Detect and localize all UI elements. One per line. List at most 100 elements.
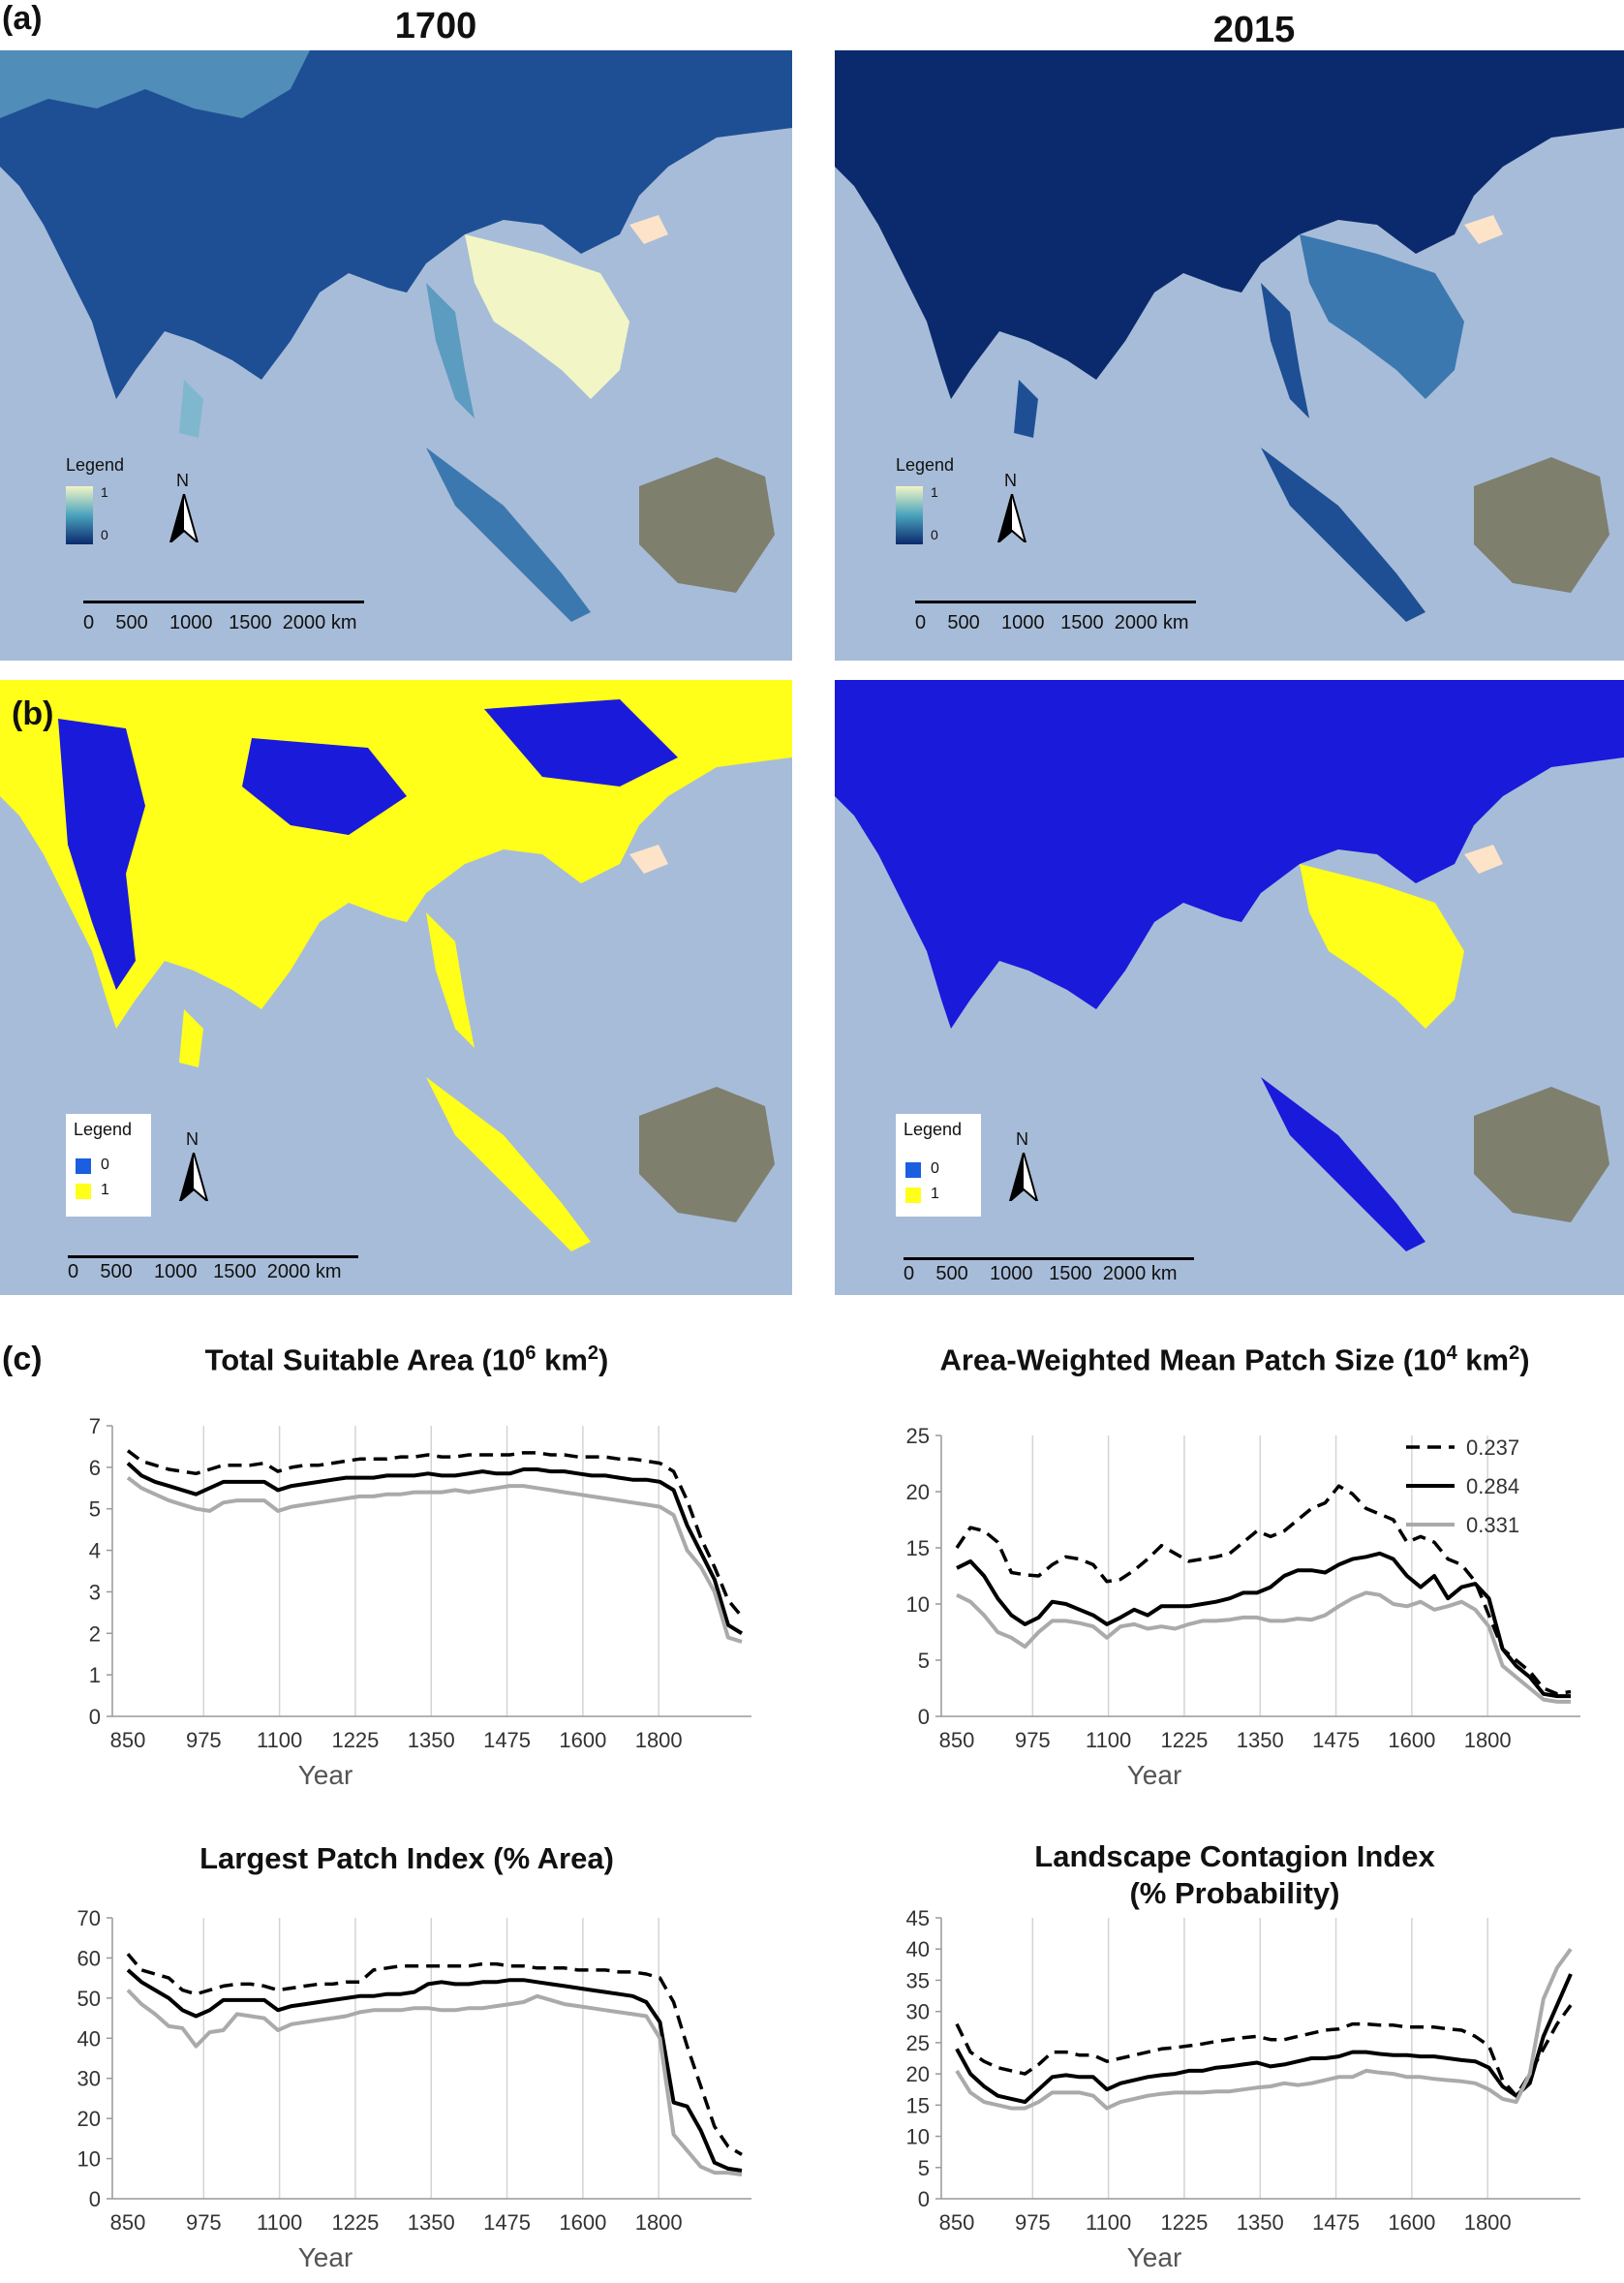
- map-a-2015: [835, 50, 1624, 661]
- north-arrow-icon: [1008, 1153, 1039, 1201]
- y-tick-label: 25: [906, 1424, 930, 1448]
- scale-labels: 0 500 1000 1500 2000 km: [68, 1261, 342, 1282]
- y-tick-label: 45: [906, 1908, 930, 1930]
- series-line-solid: [126, 1968, 743, 2173]
- legend-swatch-zero: [76, 1158, 91, 1174]
- x-tick-label: 1600: [1388, 2210, 1435, 2235]
- north-label: N: [186, 1129, 199, 1149]
- series-line-dashed: [126, 1953, 743, 2156]
- y-tick-label: 20: [906, 2062, 930, 2086]
- series-line-dashed: [955, 2004, 1573, 2098]
- malay-peninsula: [426, 283, 475, 418]
- continuous-legend-bar: [896, 486, 923, 544]
- panel-label-b: (b): [12, 695, 54, 732]
- x-tick-label: 1100: [257, 1728, 302, 1752]
- chart-area-weighted-mean-patch-size: 850 975 1100 1225 1350 1475 1600 1800 0 5 10 15 20 25…: [906, 1424, 1580, 1790]
- x-tick-label: 1225: [1160, 2210, 1208, 2235]
- sri-lanka: [179, 380, 203, 438]
- y-tick-label: 30: [77, 2067, 101, 2091]
- scale-bar: [915, 601, 1196, 603]
- legend-zero: 0: [931, 1160, 939, 1177]
- y-tick-label: 4: [89, 1539, 101, 1563]
- y-tick-label: 0: [89, 1705, 101, 1729]
- legend-label: 0.284: [1466, 1474, 1519, 1498]
- land-north: [0, 50, 310, 118]
- y-tick-label: 20: [77, 2107, 101, 2131]
- x-tick-label: 850: [110, 1728, 146, 1752]
- x-tick-label: 1475: [1312, 1728, 1360, 1752]
- borneo: [639, 457, 775, 593]
- north-label: N: [1016, 1129, 1028, 1149]
- x-tick-label: 1600: [1388, 1728, 1435, 1752]
- y-tick-label: 7: [89, 1414, 101, 1438]
- legend-label: 0.237: [1466, 1435, 1519, 1460]
- scale-bar: [83, 601, 364, 603]
- y-tick-label: 30: [906, 2000, 930, 2024]
- x-tick-label: 1475: [483, 2210, 531, 2235]
- scale-bar: [68, 1255, 358, 1258]
- series-line-dashed: [955, 1484, 1572, 1696]
- legend-title: Legend: [74, 1120, 133, 1139]
- y-tick-label: 70: [77, 1908, 101, 1930]
- legend-one: 1: [931, 1186, 939, 1202]
- x-axis-label: Year: [298, 2242, 353, 2272]
- chart-largest-patch-index: 850 975 1100 1225 1350 1475 1600 1800 0 10 20 30 40 5…: [77, 1908, 751, 2272]
- x-axis-label: Year: [1127, 1760, 1182, 1790]
- legend-label: 0.331: [1466, 1513, 1519, 1537]
- series-line-solid: [126, 1462, 744, 1636]
- x-tick-label: 1100: [1086, 2210, 1131, 2235]
- chart-title-1: Total Suitable Area (106 km2): [204, 1342, 609, 1377]
- y-tick-label: 0: [89, 2187, 101, 2211]
- malay-peninsula: [1261, 283, 1309, 418]
- x-tick-label: 975: [1015, 1728, 1051, 1752]
- series-line-gray: [956, 1590, 1571, 1704]
- map-year-left: 1700: [394, 6, 477, 46]
- panel-label-c: (c): [2, 1341, 43, 1377]
- map-b-2015: [835, 680, 1624, 1295]
- x-tick-label: 1800: [635, 1728, 683, 1752]
- y-tick-label: 40: [77, 2026, 101, 2051]
- legend-high: 1: [931, 484, 938, 500]
- y-tick-label: 5: [918, 1649, 930, 1673]
- x-tick-label: 1800: [1464, 2210, 1512, 2235]
- x-tick-label: 1225: [331, 2210, 379, 2235]
- x-tick-label: 1475: [483, 1728, 531, 1752]
- x-tick-label: 975: [186, 2210, 222, 2235]
- chart-landscape-contagion-index: 850 975 1100 1225 1350 1475 1600 1800 0 5 10 15 20 25…: [906, 1908, 1580, 2272]
- chart-title-3: Largest Patch Index (% Area): [199, 1841, 614, 1875]
- y-tick-label: 15: [906, 2093, 930, 2117]
- x-tick-label: 975: [186, 1728, 222, 1752]
- north-label: N: [176, 471, 189, 490]
- legend-swatch-one: [905, 1188, 921, 1203]
- x-tick-label: 1800: [635, 2210, 683, 2235]
- x-axis-label: Year: [298, 1760, 353, 1790]
- y-tick-label: 15: [906, 1536, 930, 1560]
- legend-high: 1: [101, 484, 108, 500]
- y-tick-label: 40: [906, 1937, 930, 1961]
- series-line-gray: [126, 1989, 743, 2177]
- y-tick-label: 35: [906, 1968, 930, 1992]
- north-label: N: [1004, 471, 1017, 490]
- y-tick-label: 1: [89, 1663, 101, 1687]
- sumatra: [426, 447, 591, 622]
- map-year-right: 2015: [1212, 10, 1296, 50]
- legend-zero: 0: [101, 1157, 109, 1173]
- legend-title: Legend: [66, 455, 125, 475]
- chart-total-suitable-area: 850 975 1100 1225 1350 1475 1600 1800 0 1 2 3 4 5 6 7 Ye…: [89, 1414, 751, 1790]
- y-tick-label: 5: [918, 2156, 930, 2180]
- highlight-region: [465, 234, 629, 399]
- series-line-dashed: [126, 1449, 744, 1619]
- hainan: [1464, 215, 1503, 244]
- x-tick-label: 1600: [559, 2210, 606, 2235]
- y-tick-label: 10: [906, 1592, 930, 1617]
- series-line-gray: [955, 1948, 1573, 2111]
- north-arrow-icon: [178, 1153, 209, 1201]
- scale-bar: [904, 1257, 1194, 1260]
- x-tick-label: 1600: [559, 1728, 606, 1752]
- borneo: [1474, 457, 1609, 593]
- land-mainland: [835, 50, 1624, 399]
- x-tick-label: 1350: [408, 1728, 455, 1752]
- y-tick-label: 0: [918, 2187, 930, 2211]
- scale-labels: 0 500 1000 1500 2000 km: [915, 612, 1189, 633]
- y-tick-label: 10: [906, 2125, 930, 2149]
